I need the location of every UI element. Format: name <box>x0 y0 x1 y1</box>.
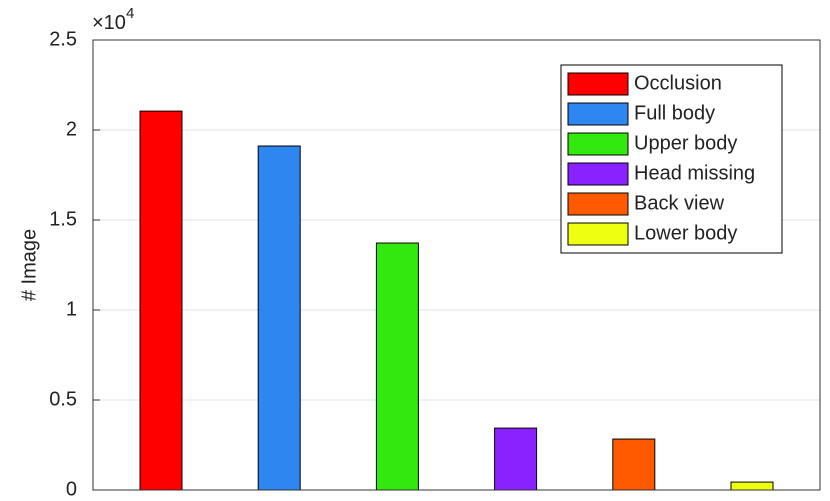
y-tick-label: 2 <box>66 118 77 140</box>
bar <box>612 438 656 491</box>
legend-label: Upper body <box>634 132 737 154</box>
y-tick-label: 1.5 <box>49 208 77 230</box>
y-multiplier-base: ×10 <box>92 12 126 34</box>
legend-label: Occlusion <box>634 72 722 94</box>
bar <box>139 110 183 491</box>
legend-swatch <box>567 192 629 216</box>
legend-swatch <box>567 222 629 246</box>
legend-label: Back view <box>634 192 725 214</box>
legend-swatch <box>567 162 629 186</box>
legend-label: Head missing <box>634 162 755 184</box>
bar <box>257 145 301 491</box>
bar <box>494 427 538 491</box>
legend-label: Full body <box>634 102 715 124</box>
y-tick-label: 0.5 <box>49 388 77 410</box>
y-multiplier-exponent: 4 <box>126 5 134 22</box>
y-tick-label: 2.5 <box>49 28 77 50</box>
legend-swatch <box>567 72 629 96</box>
y-tick-label: 0 <box>66 478 77 500</box>
legend-label: Lower body <box>634 222 737 244</box>
legend-swatch <box>567 102 629 126</box>
legend-swatch <box>567 132 629 156</box>
y-multiplier: ×104 <box>92 5 134 34</box>
axes-box <box>92 39 821 491</box>
bar <box>730 481 774 491</box>
y-tick-label: 1 <box>66 298 77 320</box>
legend-box <box>560 64 783 254</box>
y-axis-label: # Image <box>18 229 40 301</box>
bar <box>375 242 419 491</box>
